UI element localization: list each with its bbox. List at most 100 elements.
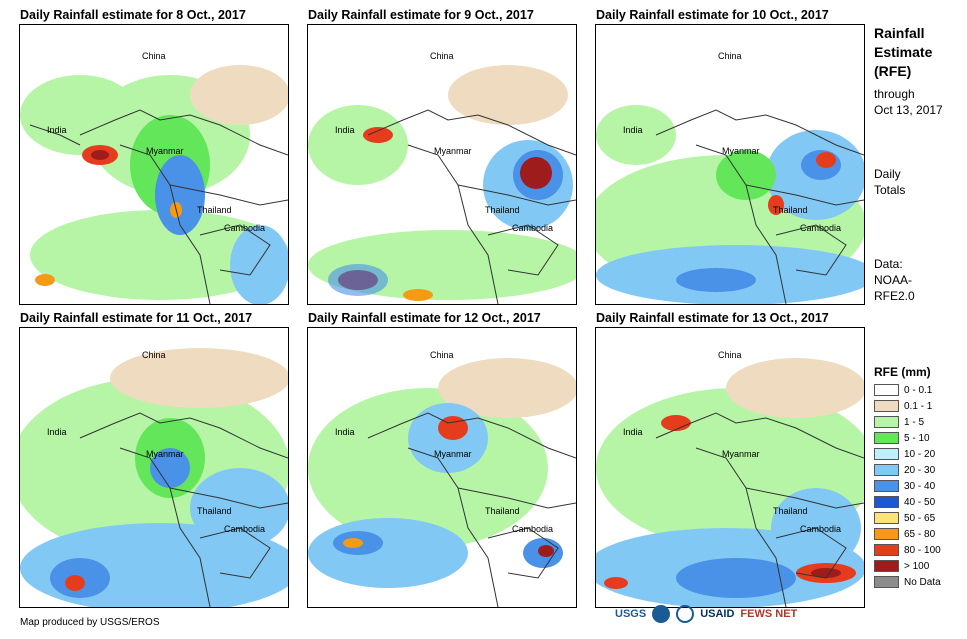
label-india: India <box>47 427 67 437</box>
legend-label: 20 - 30 <box>904 464 936 476</box>
rainfall-map-4-graphic <box>20 348 288 607</box>
rainfall-map-6-graphic <box>596 358 864 607</box>
usgs-logo: USGS <box>615 608 647 620</box>
through-label: through <box>874 87 915 101</box>
legend-row: 65 - 80 <box>874 526 941 542</box>
panel-title-2: Daily Rainfall estimate for 9 Oct., 2017 <box>308 8 534 22</box>
label-india: India <box>335 427 355 437</box>
legend-label: 0.1 - 1 <box>904 400 933 412</box>
label-india: India <box>623 427 643 437</box>
label-china: China <box>718 350 742 360</box>
legend-swatch <box>874 496 899 508</box>
label-china: China <box>142 350 166 360</box>
label-india: India <box>623 125 643 135</box>
legend-label: > 100 <box>904 560 930 572</box>
legend-row: 1 - 5 <box>874 414 941 430</box>
label-cambodia: Cambodia <box>224 223 266 233</box>
rainfall-map-3-graphic <box>596 105 864 304</box>
label-myanmar: Myanmar <box>722 449 760 459</box>
legend-row: 5 - 10 <box>874 430 941 446</box>
panel-title-4: Daily Rainfall estimate for 11 Oct., 201… <box>20 311 253 325</box>
legend-label: No Data <box>904 576 941 588</box>
legend-label: 50 - 65 <box>904 512 936 524</box>
sidebar-title-line1: Rainfall <box>874 25 925 41</box>
label-cambodia: Cambodia <box>800 524 842 534</box>
legend-swatch <box>874 480 899 492</box>
label-thailand: Thailand <box>197 205 232 215</box>
legend-swatch <box>874 432 899 444</box>
label-china: China <box>430 51 454 61</box>
rainfall-map-5: China India Myanmar Thailand Cambodia <box>307 327 577 608</box>
panel-title-6: Daily Rainfall estimate for 13 Oct., 201… <box>596 311 829 325</box>
label-thailand: Thailand <box>197 506 232 516</box>
legend-label: 5 - 10 <box>904 432 930 444</box>
panel-title-1: Daily Rainfall estimate for 8 Oct., 2017 <box>20 8 246 22</box>
rainfall-map-2: China India Myanmar Thailand Cambodia <box>307 24 577 305</box>
legend-label: 30 - 40 <box>904 480 936 492</box>
legend-row: No Data <box>874 574 941 590</box>
label-myanmar: Myanmar <box>722 146 760 156</box>
legend-row: 20 - 30 <box>874 462 941 478</box>
label-thailand: Thailand <box>773 205 808 215</box>
daily-totals-text: Daily Totals <box>874 166 905 198</box>
data-line3: RFE2.0 <box>874 289 915 303</box>
legend-row: 40 - 50 <box>874 494 941 510</box>
legend-label: 40 - 50 <box>904 496 936 508</box>
legend: 0 - 0.1 0.1 - 1 1 - 5 5 - 10 10 - 20 20 - 30 3… <box>874 382 941 590</box>
legend-row: 0.1 - 1 <box>874 398 941 414</box>
label-china: China <box>718 51 742 61</box>
legend-swatch <box>874 512 899 524</box>
label-cambodia: Cambodia <box>512 524 554 534</box>
data-source-text: Data: NOAA- RFE2.0 <box>874 256 915 304</box>
legend-swatch <box>874 448 899 460</box>
legend-label: 65 - 80 <box>904 528 936 540</box>
legend-label: 80 - 100 <box>904 544 941 556</box>
legend-label: 0 - 0.1 <box>904 384 933 396</box>
legend-row: 50 - 65 <box>874 510 941 526</box>
data-line2: NOAA- <box>874 273 913 287</box>
legend-swatch <box>874 528 899 540</box>
rainfall-map-2-graphic <box>308 65 576 304</box>
legend-swatch <box>874 400 899 412</box>
legend-label: 1 - 5 <box>904 416 925 428</box>
legend-row: 30 - 40 <box>874 478 941 494</box>
rainfall-map-1-graphic <box>20 65 288 304</box>
legend-row: 0 - 0.1 <box>874 382 941 398</box>
fewsnet-logo: FEWS NET <box>740 608 798 620</box>
legend-swatch <box>874 560 899 572</box>
label-china: China <box>142 51 166 61</box>
daily-line2: Totals <box>874 183 906 197</box>
label-india: India <box>47 125 67 135</box>
label-china: China <box>430 350 454 360</box>
legend-row: 80 - 100 <box>874 542 941 558</box>
legend-label: 10 - 20 <box>904 448 936 460</box>
label-myanmar: Myanmar <box>146 146 184 156</box>
panel-title-5: Daily Rainfall estimate for 12 Oct., 201… <box>308 311 541 325</box>
rainfall-map-1: China India Myanmar Thailand Cambodia <box>19 24 289 305</box>
rainfall-map-5-graphic <box>308 358 576 607</box>
seal-logo-icon <box>676 605 695 623</box>
panel-title-3: Daily Rainfall estimate for 10 Oct., 201… <box>596 8 829 22</box>
legend-row: > 100 <box>874 558 941 574</box>
logo-strip: USGS USAID FEWS NET <box>615 605 797 623</box>
label-myanmar: Myanmar <box>434 449 472 459</box>
label-cambodia: Cambodia <box>512 223 554 233</box>
credit-text: Map produced by USGS/EROS <box>20 617 160 628</box>
rainfall-map-6: China India Myanmar Thailand Cambodia <box>595 327 865 608</box>
sidebar-title-line3: (RFE) <box>874 63 912 79</box>
label-myanmar: Myanmar <box>434 146 472 156</box>
through-date: Oct 13, 2017 <box>874 103 943 117</box>
legend-swatch <box>874 544 899 556</box>
through-text: through Oct 13, 2017 <box>874 86 943 118</box>
label-cambodia: Cambodia <box>224 524 266 534</box>
rainfall-map-3: China India Myanmar Thailand Cambodia <box>595 24 865 305</box>
label-thailand: Thailand <box>485 205 520 215</box>
label-cambodia: Cambodia <box>800 223 842 233</box>
label-thailand: Thailand <box>773 506 808 516</box>
data-line1: Data: <box>874 257 903 271</box>
legend-swatch <box>874 384 899 396</box>
label-myanmar: Myanmar <box>146 449 184 459</box>
noaa-logo-icon <box>652 605 671 623</box>
legend-swatch <box>874 416 899 428</box>
sidebar-title-line2: Estimate <box>874 44 933 60</box>
